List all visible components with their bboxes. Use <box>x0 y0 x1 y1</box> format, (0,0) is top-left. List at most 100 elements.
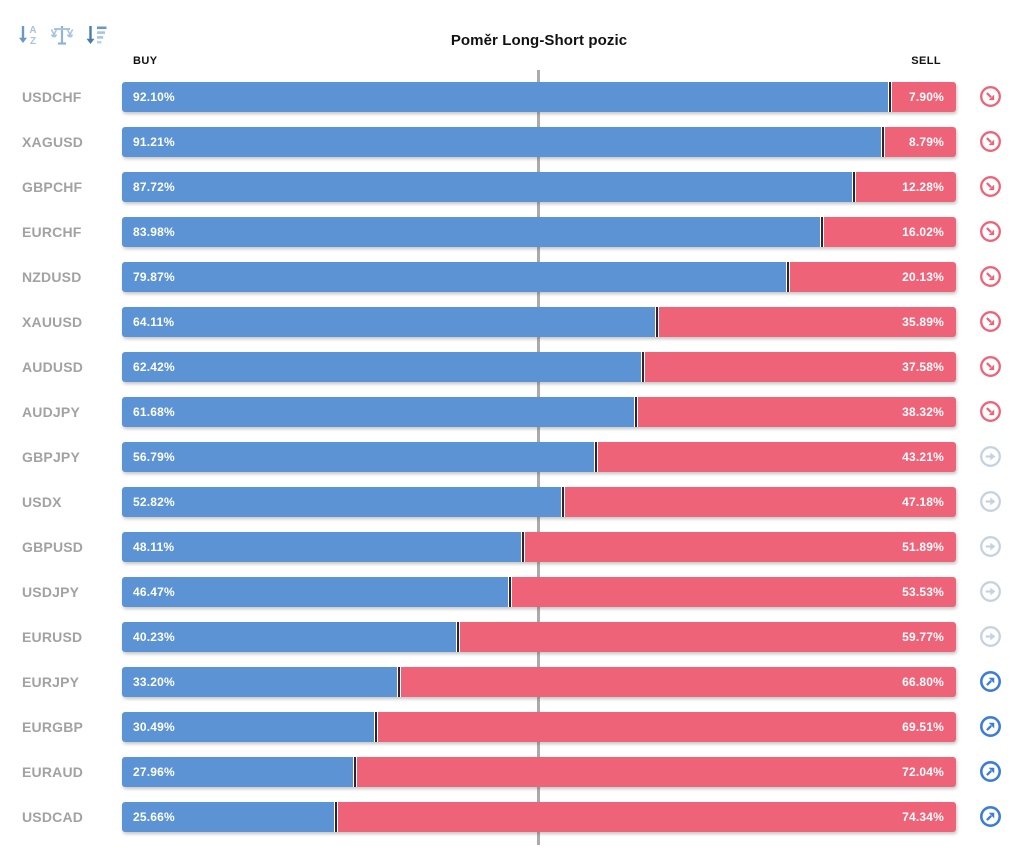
header-icon-spacer <box>956 0 1025 74</box>
pair-label: EURJPY <box>22 673 80 690</box>
buy-value: 25.66% <box>133 809 175 824</box>
buy-value: 33.20% <box>133 674 175 689</box>
pair-label: XAUUSD <box>22 313 83 330</box>
bar-stack: 61.68% 38.32% <box>122 396 956 427</box>
trend-cell <box>956 445 1025 468</box>
buy-value: 62.42% <box>133 359 175 374</box>
trend-cell <box>956 715 1025 738</box>
sell-value: 43.21% <box>902 449 944 464</box>
trend-down-icon <box>979 130 1002 153</box>
pair-label: EURCHF <box>22 223 82 240</box>
sell-value: 16.02% <box>902 224 944 239</box>
trend-cell <box>956 220 1025 243</box>
trend-down-icon <box>979 265 1002 288</box>
trend-down-icon <box>979 175 1002 198</box>
buy-sell-divider <box>396 666 401 697</box>
sort-amount-icon[interactable] <box>83 22 109 48</box>
bar-stack: 30.49% 69.51% <box>122 711 956 742</box>
sell-bar: 7.90% <box>890 81 956 112</box>
buy-sell-divider <box>507 576 512 607</box>
pair-label: NZDUSD <box>22 268 82 285</box>
bar-stack: 83.98% 16.02% <box>122 216 956 247</box>
bar-stack: 87.72% 12.28% <box>122 171 956 202</box>
sell-bar: 20.13% <box>788 261 956 292</box>
buy-bar: 46.47% <box>122 576 510 607</box>
bar-stack: 92.10% 7.90% <box>122 81 956 112</box>
sell-bar: 35.89% <box>656 306 956 337</box>
buy-value: 92.10% <box>133 89 175 104</box>
chart-row: XAUUSD 64.11% 35.89% <box>0 299 1025 344</box>
buy-sell-divider <box>654 306 659 337</box>
pair-label: XAGUSD <box>22 133 84 150</box>
buy-bar: 91.21% <box>122 126 883 157</box>
pair-label: USDCAD <box>22 808 84 825</box>
pair-label: GBPJPY <box>22 448 80 465</box>
chart-row: EURGBP 30.49% 69.51% <box>0 704 1025 749</box>
sell-bar: 37.58% <box>642 351 956 382</box>
sell-bar: 8.79% <box>882 126 956 157</box>
chart-row: EURAUD 27.96% 72.04% <box>0 749 1025 794</box>
chart-row: NZDUSD 79.87% 20.13% <box>0 254 1025 299</box>
buy-bar: 40.23% <box>122 621 458 652</box>
pair-label: USDJPY <box>22 583 80 600</box>
buy-value: 91.21% <box>133 134 175 149</box>
sell-value: 53.53% <box>902 584 944 599</box>
buy-value: 46.47% <box>133 584 175 599</box>
trend-cell <box>956 355 1025 378</box>
trend-up-icon <box>979 805 1002 828</box>
buy-value: 27.96% <box>133 764 175 779</box>
scales-balance-icon[interactable] <box>49 22 75 48</box>
buy-bar: 25.66% <box>122 801 336 832</box>
pair-label: EURUSD <box>22 628 83 645</box>
sort-toolbar: A Z <box>15 22 109 48</box>
trend-cell <box>956 85 1025 108</box>
trend-down-icon <box>979 400 1002 423</box>
sort-alphabetical-icon[interactable]: A Z <box>15 22 41 48</box>
buy-value: 64.11% <box>133 314 175 329</box>
trend-flat-icon <box>979 535 1002 558</box>
sell-bar: 53.53% <box>509 576 956 607</box>
bar-stack: 52.82% 47.18% <box>122 486 956 517</box>
sell-value: 37.58% <box>902 359 944 374</box>
trend-down-icon <box>979 310 1002 333</box>
buy-sell-divider <box>820 216 825 247</box>
sell-value: 20.13% <box>902 269 944 284</box>
sell-bar: 38.32% <box>636 396 956 427</box>
buy-sell-divider <box>640 351 645 382</box>
buy-value: 52.82% <box>133 494 175 509</box>
buy-bar: 62.42% <box>122 351 643 382</box>
buy-bar: 30.49% <box>122 711 377 742</box>
chart-row: USDX 52.82% 47.18% <box>0 479 1025 524</box>
sell-value: 72.04% <box>902 764 944 779</box>
trend-cell <box>956 670 1025 693</box>
bar-stack: 46.47% 53.53% <box>122 576 956 607</box>
svg-text:Z: Z <box>30 36 36 47</box>
chart-row: USDCAD 25.66% 74.34% <box>0 794 1025 839</box>
trend-down-icon <box>979 355 1002 378</box>
chart-row: GBPCHF 87.72% 12.28% <box>0 164 1025 209</box>
trend-up-icon <box>979 760 1002 783</box>
buy-value: 61.68% <box>133 404 175 419</box>
sell-column-header: SELL <box>911 55 941 67</box>
buy-sell-divider <box>374 711 379 742</box>
sell-bar: 47.18% <box>562 486 956 517</box>
bar-stack: 40.23% 59.77% <box>122 621 956 652</box>
trend-cell <box>956 625 1025 648</box>
buy-sell-divider <box>888 81 893 112</box>
buy-sell-divider <box>851 171 856 202</box>
buy-value: 30.49% <box>133 719 175 734</box>
sell-value: 51.89% <box>902 539 944 554</box>
chart-row: GBPJPY 56.79% 43.21% <box>0 434 1025 479</box>
buy-sell-divider <box>593 441 598 472</box>
sell-bar: 72.04% <box>355 756 956 787</box>
trend-cell <box>956 310 1025 333</box>
trend-cell <box>956 175 1025 198</box>
pair-label: USDCHF <box>22 88 82 105</box>
chart-row: EURJPY 33.20% 66.80% <box>0 659 1025 704</box>
pair-label: GBPUSD <box>22 538 84 555</box>
buy-sell-divider <box>880 126 885 157</box>
buy-bar: 56.79% <box>122 441 596 472</box>
sell-bar: 74.34% <box>336 801 956 832</box>
trend-flat-icon <box>979 490 1002 513</box>
sell-value: 8.79% <box>908 134 944 149</box>
